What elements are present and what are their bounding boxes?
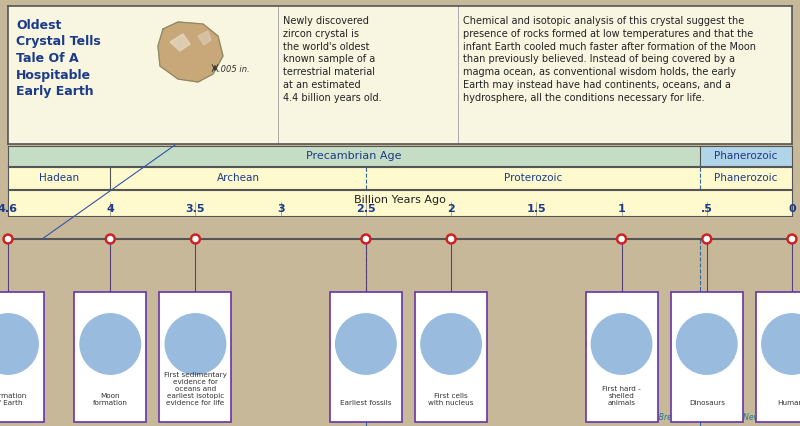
Text: 4: 4 — [106, 204, 114, 214]
Text: Billion Years Ago: Billion Years Ago — [354, 195, 446, 204]
FancyBboxPatch shape — [0, 292, 44, 422]
Text: Formation
of Earth: Formation of Earth — [0, 393, 26, 406]
Circle shape — [704, 236, 710, 242]
Text: First cells
with nucleus: First cells with nucleus — [428, 393, 474, 406]
Text: 1: 1 — [618, 204, 626, 214]
Text: First hard -
shelled
animals: First hard - shelled animals — [602, 386, 641, 406]
Text: Precambrian Age: Precambrian Age — [306, 151, 402, 161]
FancyBboxPatch shape — [74, 292, 146, 422]
Circle shape — [677, 314, 737, 374]
Circle shape — [421, 314, 482, 374]
Circle shape — [190, 234, 201, 244]
Circle shape — [617, 234, 626, 244]
Text: Moon
formation: Moon formation — [93, 393, 128, 406]
Polygon shape — [158, 22, 223, 82]
Circle shape — [446, 234, 456, 244]
Text: 3: 3 — [277, 204, 285, 214]
FancyBboxPatch shape — [670, 292, 742, 422]
Text: Dan Brennan/UW-Madison News Graphic: Dan Brennan/UW-Madison News Graphic — [641, 413, 796, 422]
Circle shape — [762, 314, 800, 374]
Text: 0: 0 — [788, 204, 796, 214]
Text: Phanerozoic: Phanerozoic — [714, 173, 778, 183]
Text: Dinosaurs: Dinosaurs — [689, 400, 725, 406]
Circle shape — [363, 236, 369, 242]
Polygon shape — [198, 31, 211, 45]
Circle shape — [80, 314, 141, 374]
Text: First sedimentary
evidence for
oceans and
earliest isotopic
evidence for life: First sedimentary evidence for oceans an… — [164, 372, 227, 406]
Text: Hadean: Hadean — [39, 173, 79, 183]
Text: 2: 2 — [447, 204, 455, 214]
Text: Phanerozoic: Phanerozoic — [714, 151, 778, 161]
FancyBboxPatch shape — [159, 292, 231, 422]
Text: 4.6: 4.6 — [0, 204, 18, 214]
Text: Chemical and isotopic analysis of this crystal suggest the
presence of rocks for: Chemical and isotopic analysis of this c… — [463, 16, 756, 103]
Circle shape — [790, 236, 794, 242]
FancyBboxPatch shape — [756, 292, 800, 422]
Circle shape — [0, 314, 38, 374]
Polygon shape — [170, 34, 190, 51]
Circle shape — [787, 234, 797, 244]
Text: 2.5: 2.5 — [356, 204, 376, 214]
Circle shape — [166, 314, 226, 374]
Text: Earliest fossils: Earliest fossils — [340, 400, 392, 406]
Text: Proterozoic: Proterozoic — [504, 173, 562, 183]
Circle shape — [3, 234, 13, 244]
FancyBboxPatch shape — [330, 292, 402, 422]
Circle shape — [6, 236, 10, 242]
Text: Humans: Humans — [777, 400, 800, 406]
Circle shape — [193, 236, 198, 242]
Circle shape — [108, 236, 113, 242]
Circle shape — [449, 236, 454, 242]
FancyBboxPatch shape — [586, 292, 658, 422]
Circle shape — [361, 234, 371, 244]
Text: .005 in.: .005 in. — [218, 64, 250, 74]
Circle shape — [591, 314, 652, 374]
Circle shape — [619, 236, 624, 242]
Circle shape — [702, 234, 712, 244]
Text: 1.5: 1.5 — [526, 204, 546, 214]
Circle shape — [336, 314, 396, 374]
Text: .5: .5 — [701, 204, 713, 214]
Text: 3.5: 3.5 — [186, 204, 206, 214]
Circle shape — [106, 234, 115, 244]
Text: Newly discovered
zircon crystal is
the world's oldest
known sample of a
terrestr: Newly discovered zircon crystal is the w… — [283, 16, 382, 103]
FancyBboxPatch shape — [415, 292, 487, 422]
Text: Oldest
Crystal Tells
Tale Of A
Hospitable
Early Earth: Oldest Crystal Tells Tale Of A Hospitabl… — [16, 19, 101, 98]
Text: Archean: Archean — [217, 173, 259, 183]
